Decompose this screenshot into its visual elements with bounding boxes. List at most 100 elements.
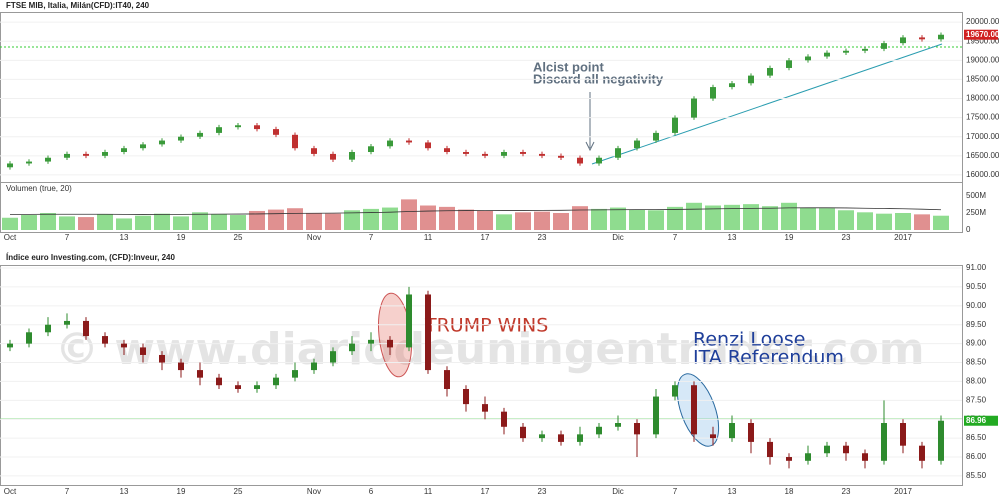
y-tick-label: 18000.00 — [966, 94, 1000, 103]
x-tick-label: 23 — [538, 487, 547, 496]
candle-body — [596, 426, 602, 435]
candle-body — [463, 388, 469, 405]
candle-body — [292, 134, 298, 149]
candle-body — [102, 336, 108, 344]
candle-body — [368, 339, 374, 344]
y-tick-label: 16500.00 — [966, 151, 1000, 160]
candle-body — [862, 453, 868, 461]
candle-body — [368, 146, 374, 153]
x-tick-label: 7 — [65, 487, 70, 496]
candle-body — [311, 362, 317, 371]
volume-bar — [306, 212, 322, 230]
candle-body — [482, 153, 488, 156]
candle-body — [558, 155, 564, 158]
volume-bar — [800, 207, 816, 230]
candle-body — [805, 453, 811, 461]
x-tick-label: Nov — [307, 233, 321, 242]
y-tick-label: 90.50 — [966, 282, 987, 291]
y-tick-label: 19000.00 — [966, 55, 1000, 64]
bottom-frame — [0, 265, 963, 486]
candle-body — [444, 370, 450, 389]
candle-body — [178, 362, 184, 371]
volume-bar — [325, 213, 341, 230]
volume-bar — [933, 215, 949, 230]
candle-body — [653, 132, 659, 141]
y-tick-label: 20000.00 — [966, 17, 1000, 26]
candle-body — [919, 37, 925, 40]
candle-body — [140, 347, 146, 355]
candle-body — [653, 396, 659, 435]
candle-body — [83, 153, 89, 156]
candle-body — [102, 152, 108, 156]
candle-body — [767, 441, 773, 458]
candle-body — [64, 153, 70, 158]
candle-body — [254, 385, 260, 389]
candle-body — [615, 423, 621, 427]
volume-bar — [439, 206, 455, 230]
x-tick-label: 2017 — [894, 233, 912, 242]
y-tick-label: 500M — [966, 191, 986, 200]
candle-body — [235, 385, 241, 389]
volume-bar — [629, 209, 645, 230]
candle-body — [520, 152, 526, 154]
annotation: Renzi Loose — [693, 329, 805, 351]
volume-bar — [401, 199, 417, 230]
volume-bar — [78, 217, 94, 230]
candle-body — [729, 423, 735, 439]
candle-body — [121, 343, 127, 348]
y-tick-label: 19500.00 — [966, 36, 1000, 45]
candle-body — [520, 426, 526, 439]
x-tick-label: Oct — [4, 233, 17, 242]
candle-body — [406, 140, 412, 143]
candle-body — [539, 434, 545, 439]
volume-bar — [135, 215, 151, 230]
candle-body — [406, 294, 412, 348]
candle-body — [273, 129, 279, 135]
candle-body — [45, 157, 51, 162]
x-tick-label: 19 — [177, 487, 186, 496]
volume-bar — [458, 209, 474, 230]
candle-body — [900, 37, 906, 44]
candle-body — [843, 50, 849, 53]
volume-bar — [230, 215, 246, 230]
candle-body — [197, 370, 203, 378]
candle-body — [558, 434, 564, 442]
candle-body — [216, 127, 222, 133]
x-tick-label: Dic — [612, 233, 624, 242]
candle-body — [577, 434, 583, 442]
volume-bar — [154, 213, 170, 230]
volume-bar — [762, 206, 778, 230]
candle-body — [596, 157, 602, 164]
x-tick-label: Dic — [612, 487, 624, 496]
annotation: TRUMP WINS — [424, 315, 548, 337]
x-tick-label: 13 — [728, 233, 737, 242]
candle-body — [330, 153, 336, 160]
volume-bar — [192, 212, 208, 230]
volume-bar — [914, 214, 930, 230]
x-tick-label: 7 — [673, 487, 678, 496]
candle-body — [26, 332, 32, 344]
candle-body — [919, 445, 925, 461]
candle-body — [729, 83, 735, 88]
candle-body — [539, 153, 545, 156]
x-tick-label: 25 — [234, 233, 243, 242]
y-tick-label: 86.00 — [966, 452, 987, 461]
candle-body — [900, 423, 906, 446]
candle-body — [140, 144, 146, 149]
volume-bar — [648, 210, 664, 230]
candle-body — [273, 377, 279, 386]
candle-body — [7, 163, 13, 168]
x-tick-label: 19 — [785, 233, 794, 242]
candle-body — [672, 385, 678, 397]
candle-body — [786, 60, 792, 68]
candle-body — [881, 423, 887, 461]
candle-body — [672, 117, 678, 133]
y-tick-label: 17500.00 — [966, 113, 1000, 122]
arrow-head — [585, 141, 595, 152]
candle-body — [501, 411, 507, 427]
y-tick-label: 86.50 — [966, 433, 987, 442]
volume-bar — [743, 204, 759, 230]
